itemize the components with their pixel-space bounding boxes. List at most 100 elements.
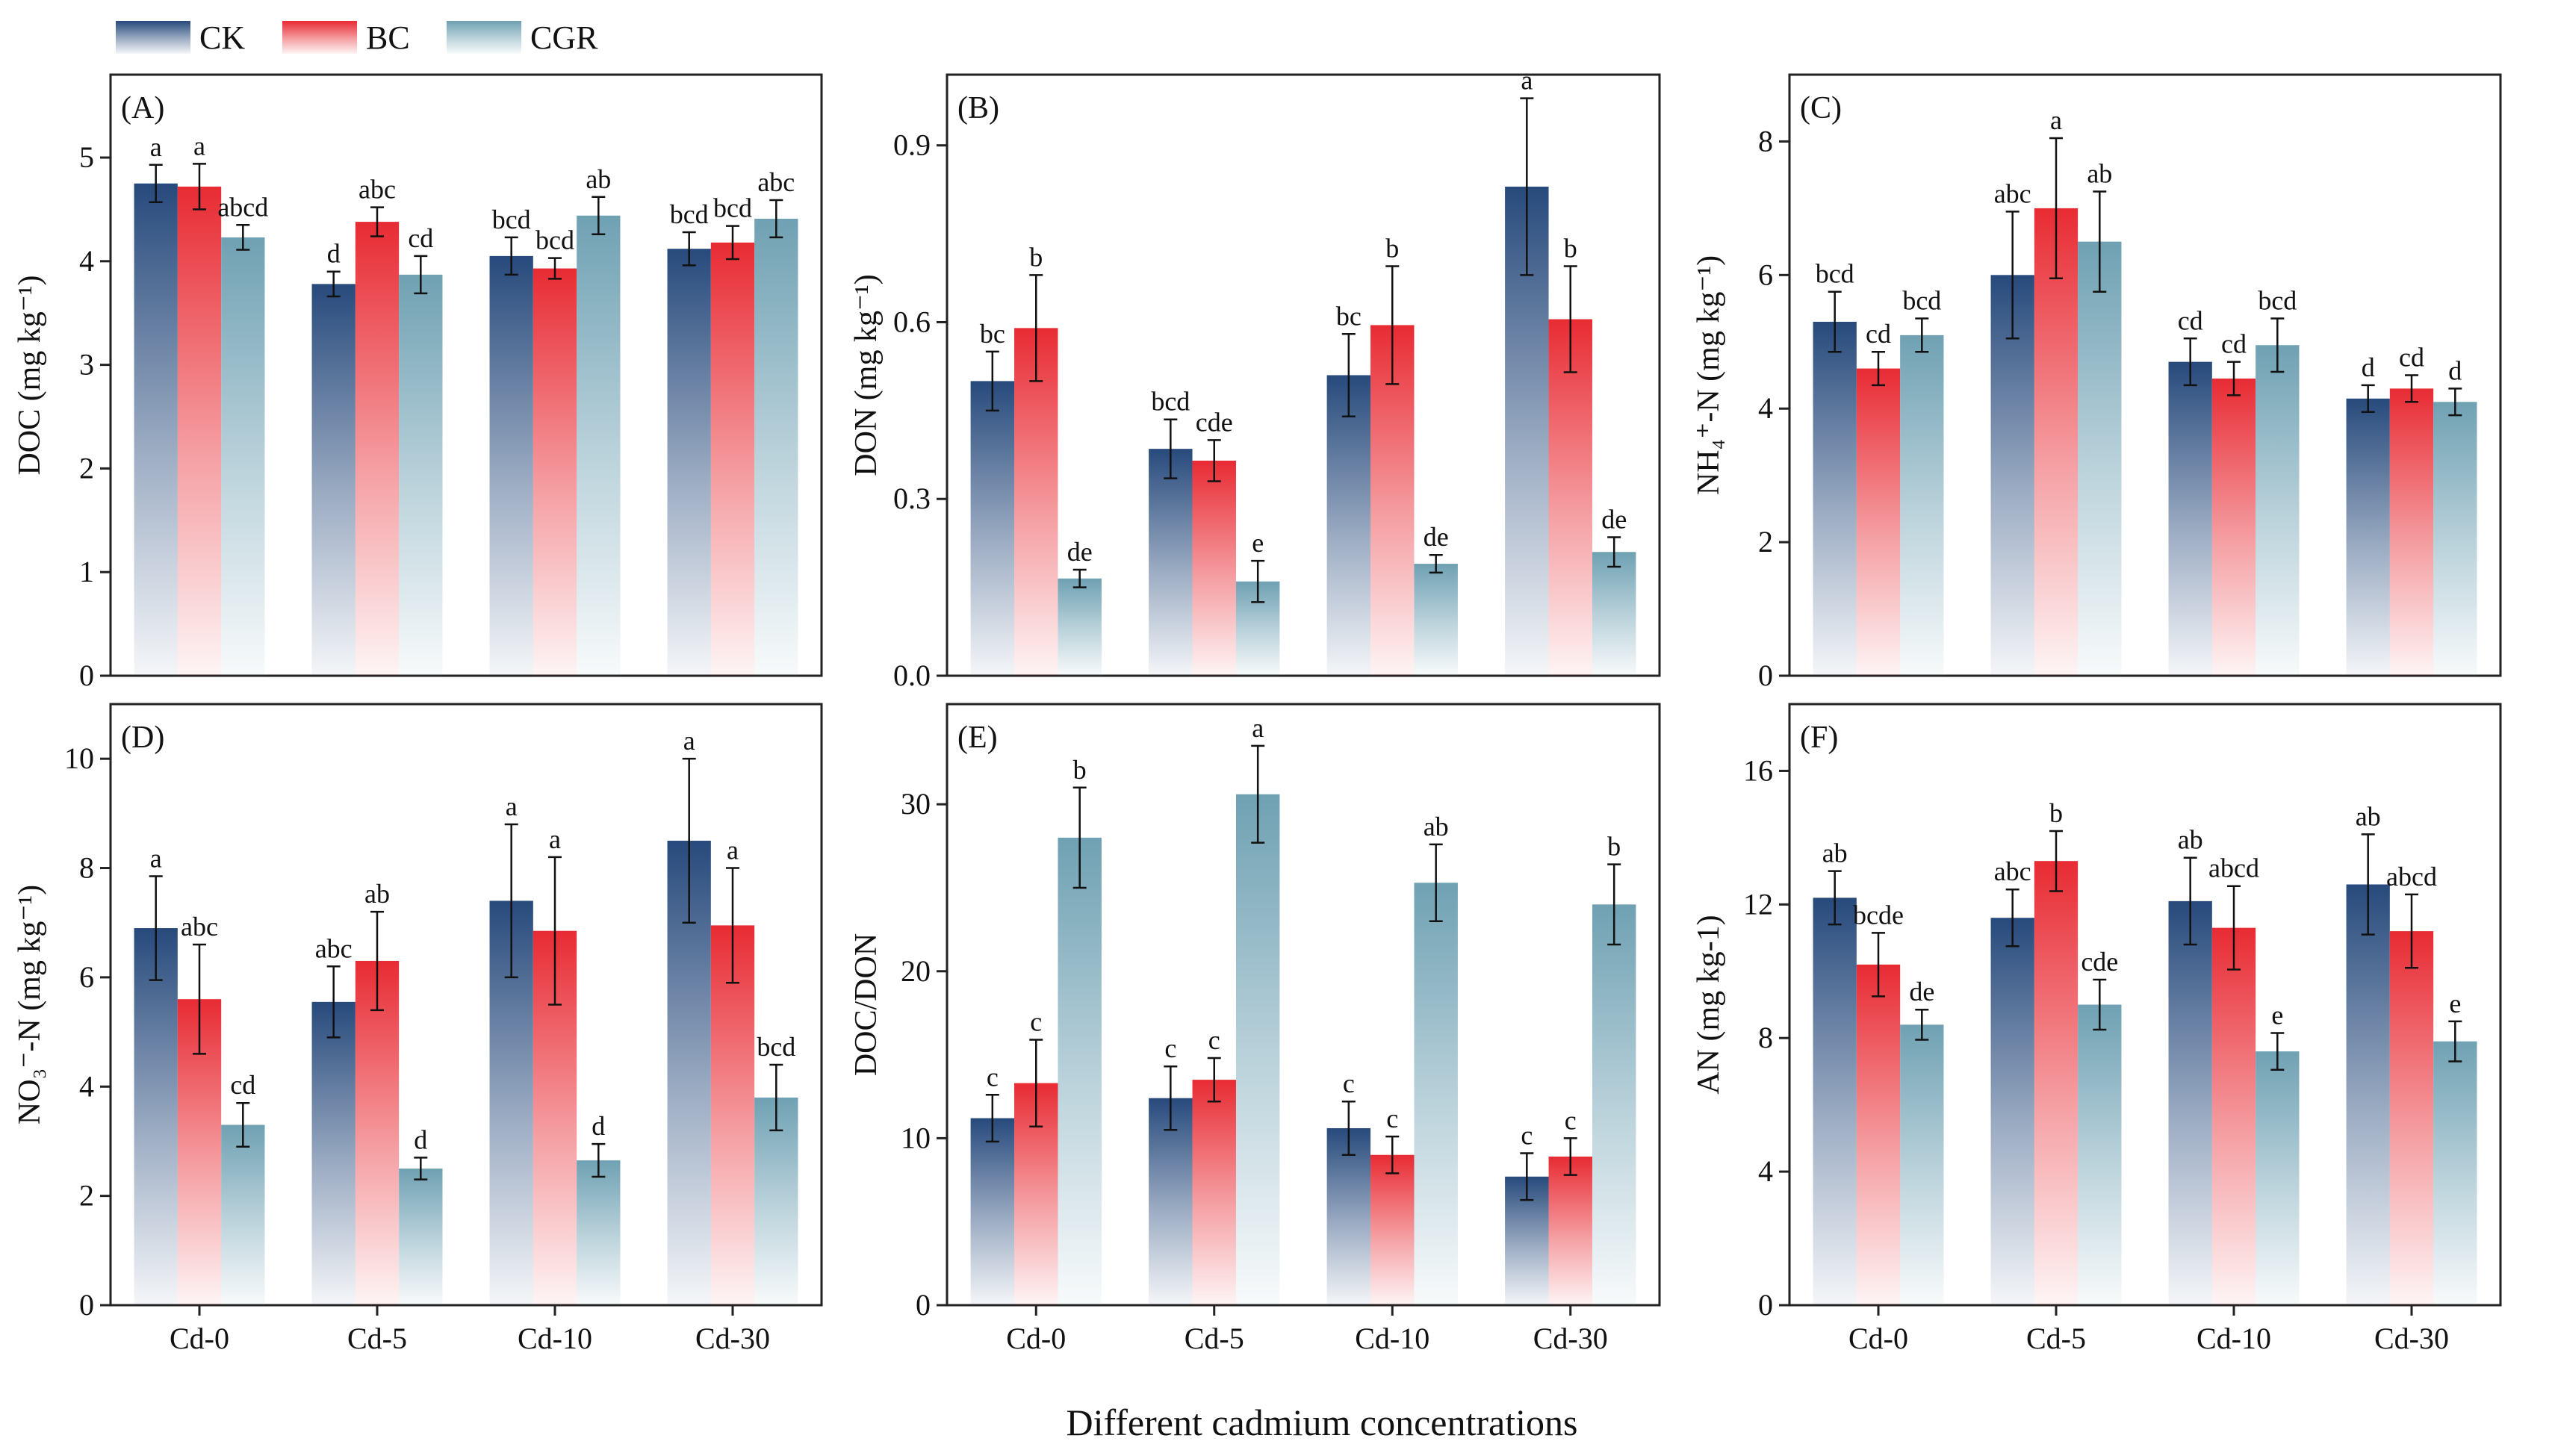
legend-label-ck: CK [199, 19, 245, 56]
panel-a-frame [109, 73, 823, 677]
panel-c-bar-cgr-cd-0 [1900, 335, 1944, 676]
panel-d-frame [109, 703, 823, 1307]
panel-f-bar-cgr-cd-5-letter: cde [2081, 947, 2118, 977]
panel-f-bar-cgr-cd-30-letter: e [2449, 989, 2461, 1018]
panel-c-bar-ck-cd-0-letter: bcd [1816, 259, 1854, 289]
panel-a-bar-cgr-cd-0-letter: abcd [217, 192, 268, 222]
panel-a-ylabel: DOC (mg kg⁻¹) [13, 275, 47, 475]
panel-d: 0 2 4 6 8 10 NO₃⁻-N (mg kg⁻¹) (D) Cd-0 a abc cd Cd-5… [13, 703, 823, 1355]
panel-d-ytick-label-2: 4 [79, 1069, 94, 1103]
legend-label-cgr: CGR [530, 19, 598, 56]
panel-e-bar-cgr-cd-30 [1592, 904, 1636, 1305]
panel-a-bar-bc-cd-30 [710, 242, 755, 676]
panel-c-bar-cgr-cd-30-letter: d [2448, 355, 2462, 385]
panel-a-ytick-label-4: 4 [79, 244, 94, 278]
panel-b-frame [946, 73, 1661, 677]
panel-f-bar-cgr-cd-0 [1900, 1024, 1944, 1305]
panel-c-bar-bc-cd-30-letter: cd [2399, 343, 2424, 373]
panel-e-bar-cgr-cd-0 [1058, 837, 1102, 1305]
panel-c-bar-ck-cd-30 [2346, 398, 2390, 676]
panel-c-ylabel: NH₄⁺-N (mg kg⁻¹) [1692, 255, 1726, 495]
panel-a-bar-cgr-cd-30-letter: abc [757, 167, 795, 197]
panel-c-bar-bc-cd-10-letter: cd [2221, 329, 2247, 359]
panel-e-frame [946, 703, 1661, 1307]
panel-e-bar-ck-cd-30-letter: c [1521, 1121, 1533, 1151]
panel-d-ytick-label-5: 10 [64, 741, 94, 775]
panel-a-ytick-label-0: 0 [79, 659, 94, 692]
panel-a-bar-ck-cd-5 [311, 284, 356, 676]
panel-f-ytick-label-0: 0 [1758, 1288, 1773, 1322]
panel-b-bar-ck-cd-10 [1326, 375, 1371, 676]
panel-f-bar-ck-cd-30 [2346, 884, 2390, 1305]
panel-e-bar-bc-cd-5-letter: c [1208, 1025, 1220, 1055]
panel-f-bar-bc-cd-0-letter: bcde [1853, 900, 1904, 930]
panel-e-bar-bc-cd-10-letter: c [1386, 1104, 1398, 1133]
panel-b-bar-cgr-cd-5-letter: e [1252, 528, 1264, 558]
panel-d-bar-ck-cd-10-letter: a [506, 791, 518, 821]
panel-f-xtick-label-cd-30: Cd-30 [2374, 1322, 2449, 1355]
panel-b-ytick-label-1: 0.3 [893, 482, 931, 515]
panel-b-bar-ck-cd-5-letter: bcd [1151, 387, 1190, 417]
panel-f-bar-ck-cd-30-letter: ab [2356, 801, 2381, 831]
panel-b-bar-bc-cd-5-letter: cde [1196, 407, 1233, 437]
panel-d-xtick-label-cd-30: Cd-30 [695, 1322, 770, 1355]
panel-e-letter: (E) [957, 721, 998, 755]
panel-f-bar-cgr-cd-0-letter: de [1909, 977, 1934, 1007]
panel-b-bar-ck-cd-10-letter: bc [1336, 301, 1362, 331]
panel-f-ytick-label-4: 16 [1743, 753, 1773, 787]
panel-d-ytick-label-0: 0 [79, 1288, 94, 1322]
panel-b-bar-bc-cd-30 [1548, 319, 1592, 676]
panel-d-bar-ck-cd-0-letter: a [150, 844, 162, 874]
panel-f-bar-bc-cd-10-letter: abcd [2208, 853, 2259, 883]
panel-d-bar-ck-cd-30-letter: a [683, 726, 695, 756]
panel-d-bar-ck-cd-5 [311, 1001, 356, 1305]
panel-f-bar-cgr-cd-30 [2433, 1041, 2477, 1305]
panel-e-xtick-label-cd-30: Cd-30 [1533, 1322, 1608, 1355]
panel-d-ytick-label-4: 8 [79, 851, 94, 885]
panel-b-bar-bc-cd-30-letter: b [1564, 233, 1577, 263]
panel-e-bar-cgr-cd-10-letter: ab [1424, 812, 1449, 841]
panel-b-bar-bc-cd-5 [1192, 460, 1236, 676]
panel-e-ytick-label-1: 10 [901, 1121, 931, 1154]
panel-f-ylabel: AN (mg kg-1) [1692, 915, 1726, 1094]
panel-d-bar-bc-cd-0-letter: abc [181, 912, 218, 942]
panel-f-letter: (F) [1800, 721, 1838, 755]
panel-d-bar-cgr-cd-5-letter: d [414, 1124, 427, 1154]
panel-f-bar-ck-cd-5 [1990, 918, 2034, 1305]
panel-d-bar-cgr-cd-0 [221, 1124, 265, 1305]
panel-e-bar-ck-cd-0 [970, 1118, 1015, 1305]
panel-b-ylabel: DON (mg kg⁻¹) [849, 274, 884, 476]
panel-d-bar-cgr-cd-5 [399, 1169, 443, 1305]
panel-a-bar-cgr-cd-5 [399, 274, 443, 676]
panel-f-bar-cgr-cd-10 [2256, 1051, 2300, 1305]
panel-a-bar-ck-cd-10 [489, 255, 533, 676]
panel-d-bar-bc-cd-10-letter: a [549, 824, 561, 854]
panel-a-bar-bc-cd-5-letter: abc [358, 175, 396, 205]
panel-d-xtick-label-cd-5: Cd-5 [347, 1322, 407, 1355]
panel-d-xtick-label-cd-0: Cd-0 [170, 1322, 229, 1355]
x-axis-main-title: Different cadmium concentrations [1067, 1401, 1578, 1443]
panel-b-bar-ck-cd-0 [970, 381, 1015, 676]
panel-e-bar-cgr-cd-5-letter: a [1252, 713, 1264, 743]
panel-a-bar-bc-cd-0-letter: a [193, 131, 205, 161]
panel-e: 0 10 20 30 DOC/DON (E) Cd-0 c c b Cd-5 c c a Cd-10 c c ab… [849, 703, 1661, 1355]
legend-swatch-ck [116, 21, 190, 54]
panel-f-bar-bc-cd-5 [2034, 861, 2079, 1305]
panel-f-ytick-label-2: 8 [1758, 1021, 1773, 1054]
panel-c-frame [1788, 73, 2502, 677]
panel-f-bar-ck-cd-5-letter: abc [1994, 856, 2031, 886]
legend-swatch-bc [282, 21, 357, 54]
panel-d-bar-ck-cd-0 [134, 928, 178, 1305]
panel-b-ytick-label-0: 0.0 [893, 659, 931, 692]
panel-a-bar-ck-cd-30-letter: bcd [670, 199, 709, 229]
panel-b-letter: (B) [957, 91, 999, 125]
panel-a-bar-bc-cd-10-letter: bcd [535, 225, 574, 255]
panel-c-bar-ck-cd-5-letter: abc [1994, 178, 2031, 208]
panel-c-bar-ck-cd-30-letter: d [2362, 352, 2375, 382]
panel-e-xtick-label-cd-0: Cd-0 [1006, 1322, 1066, 1355]
panel-f-bar-cgr-cd-5 [2078, 1004, 2122, 1305]
panel-d-bar-cgr-cd-10-letter: d [592, 1111, 605, 1141]
panel-d-bar-cgr-cd-10 [577, 1160, 621, 1305]
panel-b-bar-ck-cd-5 [1149, 449, 1193, 676]
